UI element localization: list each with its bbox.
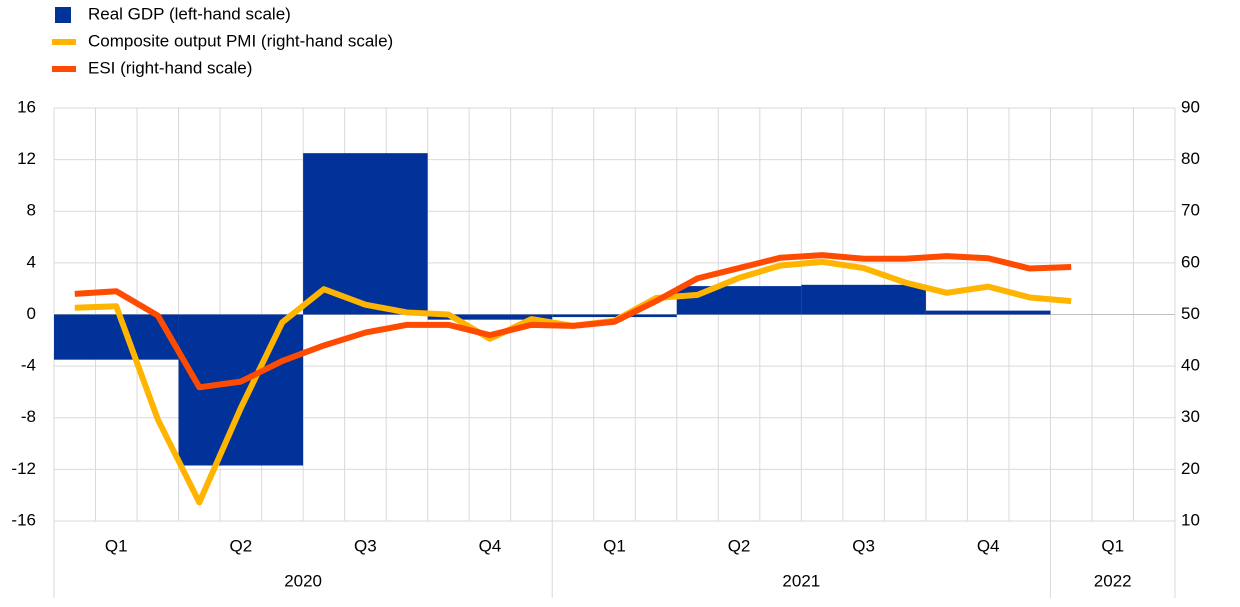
bar: [925, 310, 1051, 315]
year-label: 2021: [782, 571, 820, 590]
y-tick-label: 8: [27, 201, 36, 220]
quarter-label: Q4: [479, 536, 502, 555]
y-tick-label: -8: [21, 407, 36, 426]
bar: [54, 314, 179, 360]
year-label: 2022: [1094, 571, 1132, 590]
y2-tick-label: 30: [1181, 407, 1200, 426]
legend-label: ESI (right-hand scale): [88, 58, 252, 77]
year-label: 2020: [284, 571, 322, 590]
y-tick-label: -12: [11, 459, 36, 478]
y-tick-label: 12: [17, 149, 36, 168]
y2-tick-label: 90: [1181, 97, 1200, 116]
quarter-label: Q1: [603, 536, 626, 555]
y-tick-label: -4: [21, 356, 36, 375]
y2-tick-label: 40: [1181, 356, 1200, 375]
y2-tick-label: 20: [1181, 459, 1200, 478]
y2-tick-label: 60: [1181, 252, 1200, 271]
bar: [427, 314, 553, 320]
legend-label: Composite output PMI (right-hand scale): [88, 31, 393, 50]
bar: [178, 314, 304, 466]
y-tick-label: 16: [17, 97, 36, 116]
quarter-label: Q1: [1101, 536, 1124, 555]
y-tick-label: 0: [27, 304, 36, 323]
quarter-label: Q3: [852, 536, 875, 555]
y2-tick-label: 70: [1181, 201, 1200, 220]
bar: [801, 284, 926, 315]
quarter-label: Q1: [105, 536, 128, 555]
y2-tick-label: 10: [1181, 510, 1200, 529]
y-tick-label: 4: [27, 252, 36, 271]
line: [74, 252, 1072, 391]
quarter-label: Q2: [728, 536, 751, 555]
bar: [552, 314, 677, 318]
quarter-label: Q4: [977, 536, 1000, 555]
legend-label: Real GDP (left-hand scale): [88, 4, 291, 23]
y-tick-label: -16: [11, 510, 36, 529]
quarter-label: Q2: [229, 536, 252, 555]
y2-tick-label: 50: [1181, 304, 1200, 323]
y2-tick-label: 80: [1181, 149, 1200, 168]
legend-swatch: [55, 7, 71, 23]
quarter-label: Q3: [354, 536, 377, 555]
bar: [676, 286, 802, 315]
